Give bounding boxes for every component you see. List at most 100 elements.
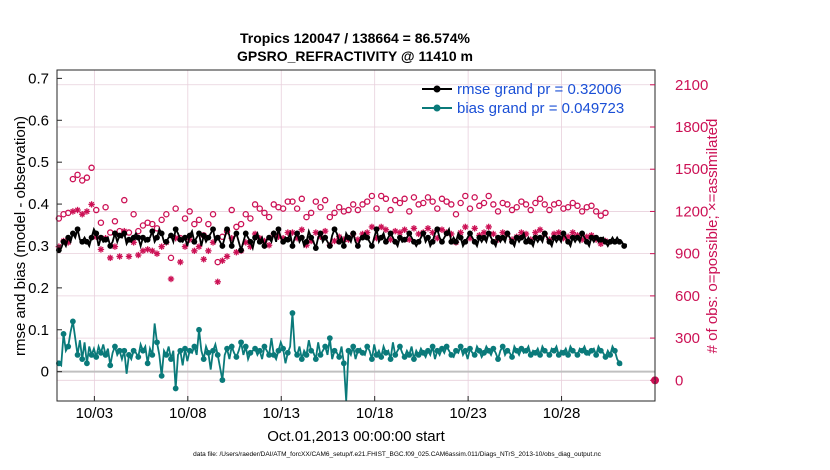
bias-point [200,356,207,363]
bias-point [298,356,305,363]
rmse-point [490,238,497,245]
obs-possible-point [121,196,128,204]
bias-point [485,347,492,354]
series-possible [55,164,659,385]
obs-possible-point [382,195,390,203]
bias-point [331,347,338,354]
rmse-point [448,238,455,245]
rmse-point [219,243,226,249]
bias-point [504,347,511,354]
obs-possible-point [443,198,450,205]
rmse-point [65,234,72,241]
rmse-point [541,230,548,237]
bias-point [555,352,562,358]
rmse-point [574,234,581,241]
bias-point [196,326,202,333]
rmse-point [443,230,450,237]
rmse-point [555,234,562,241]
rmse-point [168,232,174,239]
obs-possible-point [522,201,530,208]
obs-possible-point [92,206,100,214]
bias-point [602,354,609,360]
obs-assimilated-point [116,253,123,260]
rmse-point [242,230,249,237]
bias-point [569,347,576,354]
obs-possible-point [349,201,357,208]
rmse-point [308,234,315,241]
obs-assimilated-point [191,247,198,255]
rmse-point [270,230,277,237]
rmse-point [214,234,221,241]
obs-possible-point [186,208,193,215]
bias-point [163,352,170,358]
obs-assimilated-point [298,226,306,233]
obs-possible-point [438,195,446,203]
obs-possible-point [434,205,441,212]
rmse-point [158,230,165,237]
rmse-point [523,238,529,245]
obs-assimilated-point [597,240,605,248]
rmse-point [84,238,90,245]
obs-possible-point [569,199,577,207]
obs-possible-point [331,209,338,217]
bias-point [616,360,623,367]
bias-point [560,349,567,356]
obs-possible-point [233,223,240,231]
bias-point [84,360,90,367]
bias-point [359,349,366,356]
legend-bias-label: bias grand pr = 0.049723 [457,100,624,117]
legend-bias-marker [433,104,441,112]
rmse-point [354,243,361,249]
obs-possible-point [55,215,63,222]
obs-possible-point [518,198,525,205]
rmse-point [322,234,329,241]
rmse-point [191,238,198,245]
rmse-point [126,236,132,243]
bias-point [74,352,81,358]
obs-possible-point [317,203,324,211]
bias-point [154,339,160,346]
obs-possible-point [471,194,478,201]
bias-point [541,347,548,354]
bias-point [513,347,520,354]
bias-point [308,347,315,354]
bias-point [214,352,221,358]
rmse-point [551,234,557,241]
obs-assimilated-point [205,247,212,255]
y-left-tick-label: 0.2 [28,280,49,297]
obs-assimilated-point [410,225,418,232]
obs-assimilated-point [177,258,184,266]
obs-assimilated-point [485,223,492,231]
bias-point [415,352,422,358]
bias-line [58,312,623,402]
rmse-point [565,238,572,245]
bias-point [112,343,118,350]
obs-possible-point [270,201,278,208]
rmse-point [518,234,525,241]
obs-assimilated-point [74,206,81,214]
rmse-point [495,234,501,241]
obs-assimilated-point [200,256,207,263]
obs-possible-point [237,220,245,228]
rmse-point [588,234,595,241]
chart-title-line1: Tropics 120047 / 138664 = 86.574% [240,30,471,46]
obs-possible-point [494,208,502,215]
obs-assimilated-point [536,226,544,233]
rmse-point [163,238,170,245]
obs-possible-point [335,203,343,211]
bias-point [378,354,385,360]
obs-possible-point [452,210,460,218]
obs-possible-point [363,198,371,205]
obs-possible-point [354,206,362,214]
rmse-point [130,234,137,241]
y-left-tick-label: 0.1 [28,322,49,339]
obs-assimilated-point [214,278,221,286]
bias-point [126,352,132,358]
bias-point [186,347,193,354]
obs-possible-point [228,206,235,214]
bias-point [336,354,343,360]
rmse-point [364,234,371,241]
bias-point [439,345,445,352]
rmse-point [462,238,469,245]
rmse-point [583,238,590,245]
